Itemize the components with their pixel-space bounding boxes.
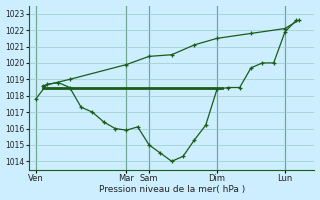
X-axis label: Pression niveau de la mer( hPa ): Pression niveau de la mer( hPa ) bbox=[99, 185, 245, 194]
